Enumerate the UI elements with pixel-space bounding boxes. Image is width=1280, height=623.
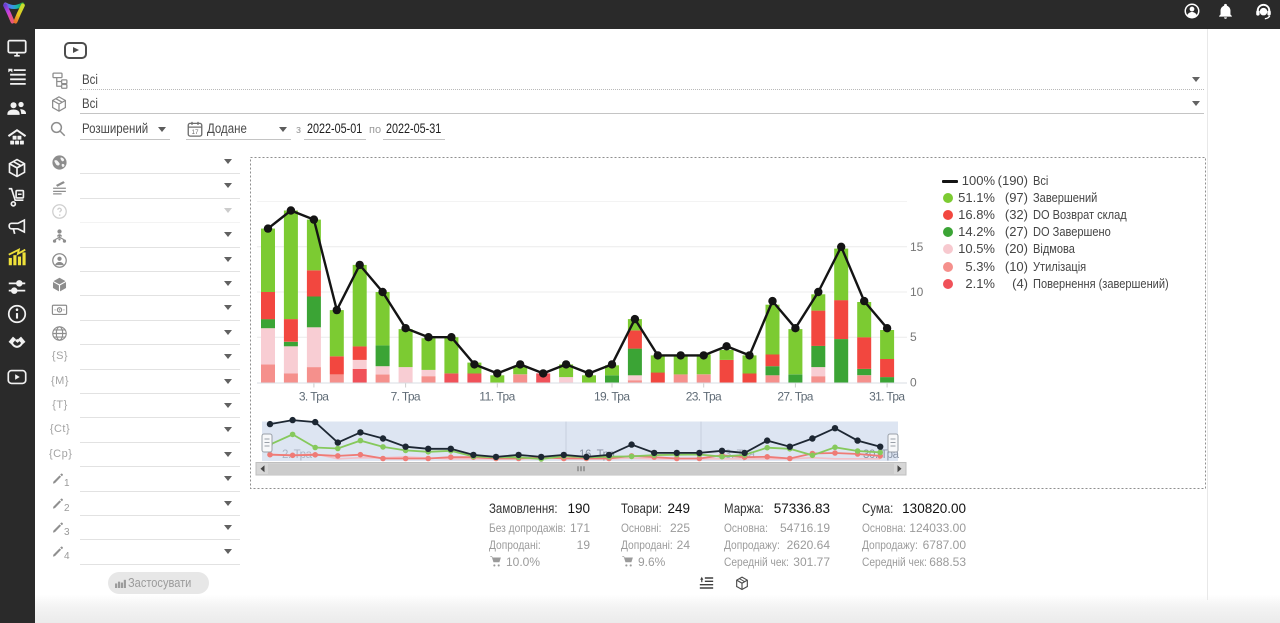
svg-text:19. Тра: 19. Тра — [594, 390, 630, 404]
svg-text:5: 5 — [910, 330, 917, 344]
svg-text:10: 10 — [910, 285, 924, 299]
svg-text:23. Тра: 23. Тра — [686, 390, 722, 404]
svg-text:3. Тра: 3. Тра — [299, 390, 329, 404]
svg-text:11. Тра: 11. Тра — [479, 390, 515, 404]
svg-text:0: 0 — [910, 376, 917, 390]
svg-text:7. Тра: 7. Тра — [391, 390, 421, 404]
svg-text:27. Тра: 27. Тра — [777, 390, 813, 404]
svg-text:31. Тра: 31. Тра — [869, 390, 905, 404]
svg-text:17: 17 — [191, 129, 199, 136]
svg-text:15: 15 — [910, 240, 924, 254]
